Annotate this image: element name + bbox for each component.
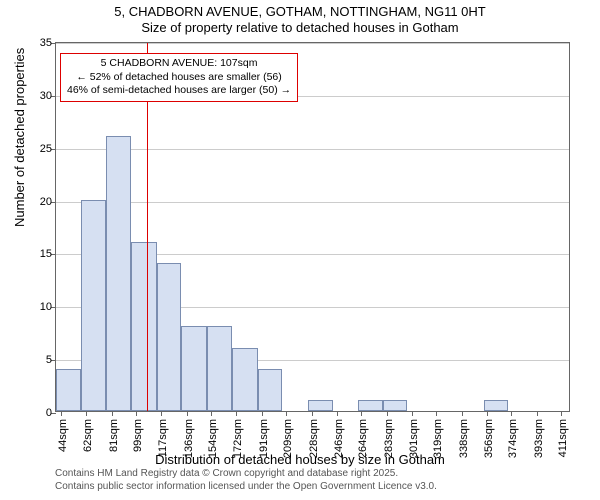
y-tick-label: 25 <box>26 143 52 155</box>
histogram-bar <box>383 400 408 411</box>
x-tick-mark <box>361 411 362 416</box>
x-tick-mark <box>487 411 488 416</box>
gridline <box>56 149 569 150</box>
x-tick-mark <box>236 411 237 416</box>
x-tick-mark <box>161 411 162 416</box>
y-tick-label: 10 <box>26 301 52 313</box>
chart-container: 5, CHADBORN AVENUE, GOTHAM, NOTTINGHAM, … <box>0 0 600 500</box>
y-tick-label: 35 <box>26 37 52 49</box>
histogram-bar <box>258 369 283 411</box>
x-tick-mark <box>312 411 313 416</box>
x-tick-mark <box>462 411 463 416</box>
x-tick-mark <box>537 411 538 416</box>
histogram-bar <box>106 136 131 411</box>
histogram-bar <box>157 263 182 411</box>
x-tick-mark <box>412 411 413 416</box>
y-tick-label: 15 <box>26 248 52 260</box>
chart-title-line2: Size of property relative to detached ho… <box>0 20 600 35</box>
x-tick-mark <box>211 411 212 416</box>
gridline <box>56 202 569 203</box>
ref-text-line2: ← 52% of detached houses are smaller (56… <box>67 71 291 85</box>
plot-area: 0510152025303544sqm62sqm81sqm99sqm117sqm… <box>55 42 570 412</box>
ref-text-line1: 5 CHADBORN AVENUE: 107sqm <box>67 57 291 71</box>
x-tick-label: 44sqm <box>57 419 69 452</box>
chart-title-line1: 5, CHADBORN AVENUE, GOTHAM, NOTTINGHAM, … <box>0 4 600 19</box>
footer-credits: Contains HM Land Registry data © Crown c… <box>55 468 437 493</box>
footer-line1: Contains HM Land Registry data © Crown c… <box>55 468 437 481</box>
x-tick-mark <box>286 411 287 416</box>
y-tick-label: 5 <box>26 354 52 366</box>
histogram-bar <box>207 326 232 411</box>
x-tick-mark <box>387 411 388 416</box>
gridline <box>56 43 569 44</box>
x-tick-mark <box>136 411 137 416</box>
x-tick-mark <box>436 411 437 416</box>
x-tick-mark <box>337 411 338 416</box>
x-tick-mark <box>511 411 512 416</box>
ref-text-line3: 46% of semi-detached houses are larger (… <box>67 84 291 98</box>
histogram-bar <box>232 348 258 411</box>
y-tick-label: 30 <box>26 90 52 102</box>
x-tick-mark <box>262 411 263 416</box>
histogram-bar <box>308 400 333 411</box>
x-tick-label: 99sqm <box>132 419 144 452</box>
x-tick-mark <box>61 411 62 416</box>
x-axis-label: Distribution of detached houses by size … <box>0 452 600 467</box>
histogram-bar <box>484 400 509 411</box>
histogram-bar <box>131 242 157 411</box>
histogram-bar <box>56 369 81 411</box>
reference-annotation-box: 5 CHADBORN AVENUE: 107sqm ← 52% of detac… <box>60 53 298 102</box>
y-tick-label: 0 <box>26 407 52 419</box>
y-tick-label: 20 <box>26 196 52 208</box>
x-tick-mark <box>187 411 188 416</box>
histogram-bar <box>358 400 383 411</box>
histogram-bar <box>181 326 207 411</box>
y-axis-label: Number of detached properties <box>12 48 27 227</box>
x-tick-mark <box>86 411 87 416</box>
x-tick-mark <box>112 411 113 416</box>
footer-line2: Contains public sector information licen… <box>55 481 437 494</box>
histogram-bar <box>81 200 107 411</box>
x-tick-label: 81sqm <box>108 419 120 452</box>
x-tick-label: 62sqm <box>82 419 94 452</box>
x-tick-mark <box>561 411 562 416</box>
